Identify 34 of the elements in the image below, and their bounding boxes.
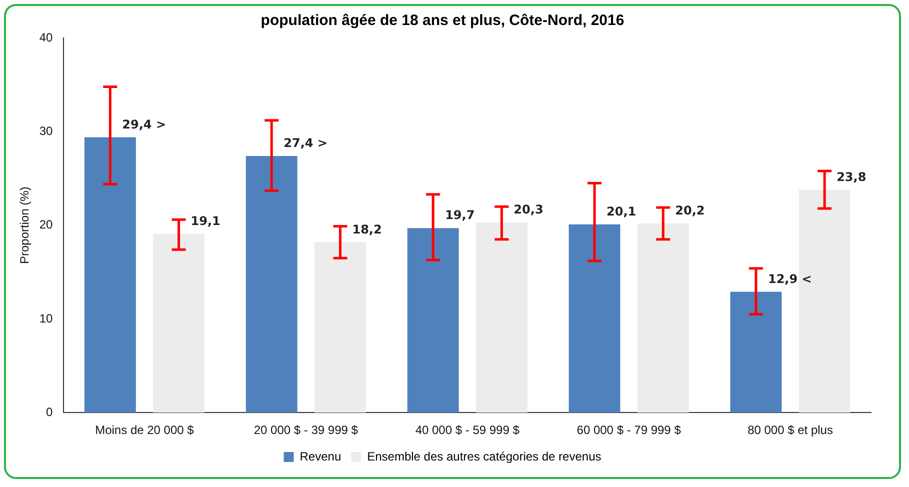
data-label: 18,2: [352, 222, 382, 236]
data-label: 20,3: [514, 202, 544, 217]
data-label: 12,9 <: [768, 272, 812, 286]
data-label: 20,1: [606, 204, 636, 218]
data-label: 27,4 >: [284, 136, 328, 150]
data-label: 19,1: [190, 214, 220, 228]
data-label: 19,7: [445, 208, 475, 222]
bar: [246, 156, 298, 413]
legend-label: Revenu: [300, 449, 342, 464]
bar: [730, 292, 782, 413]
y-tick-label: 10: [39, 311, 54, 326]
x-tick-label: Moins de 20 000 $: [95, 423, 194, 438]
bar: [153, 234, 205, 413]
y-tick-label: 30: [39, 124, 54, 138]
x-tick-label: 80 000 $ et plus: [748, 423, 833, 438]
chart-title: population âgée de 18 ans et plus, Côte-Nord, 2016: [260, 12, 624, 30]
x-tick-label: 40 000 $ - 59 999 $: [415, 423, 520, 438]
y-tick-label: 0: [46, 404, 54, 419]
bar: [84, 137, 136, 413]
bar: [476, 222, 528, 413]
legend-label: Ensemble des autres catégories de revenus: [367, 449, 602, 464]
x-tick-label: 20 000 $ - 39 999 $: [254, 423, 358, 438]
y-tick-label: 20: [39, 218, 54, 232]
x-tick-label: 60 000 $ - 79 999 $: [576, 423, 682, 438]
bar: [798, 190, 850, 413]
bar: [407, 228, 459, 413]
data-label: 29,4 >: [122, 117, 166, 132]
data-label: 20,2: [675, 204, 705, 218]
bar: [314, 242, 366, 413]
bar: [568, 224, 620, 413]
data-label: 23,8: [836, 170, 866, 184]
bar: [637, 223, 689, 413]
y-tick-label: 40: [39, 30, 54, 44]
y-axis-title: Proportion (%): [18, 186, 32, 264]
